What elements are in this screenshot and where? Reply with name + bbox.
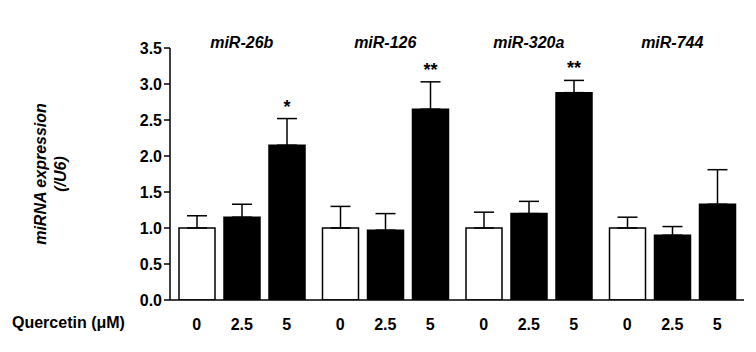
svg-text:2.0: 2.0 xyxy=(140,148,162,165)
svg-text:2.5: 2.5 xyxy=(140,112,162,129)
svg-text:0: 0 xyxy=(479,316,488,333)
svg-text:0.5: 0.5 xyxy=(140,256,162,273)
svg-text:0: 0 xyxy=(623,316,632,333)
svg-text:5: 5 xyxy=(569,316,578,333)
svg-text:2.5: 2.5 xyxy=(518,316,540,333)
svg-text:2.5: 2.5 xyxy=(231,316,253,333)
svg-text:0: 0 xyxy=(336,316,345,333)
svg-text:miR-26b: miR-26b xyxy=(210,34,273,51)
svg-text:miRNA expression(/U6): miRNA expression(/U6) xyxy=(32,103,69,245)
svg-text:1.0: 1.0 xyxy=(140,220,162,237)
svg-text:5: 5 xyxy=(426,316,435,333)
svg-text:0.0: 0.0 xyxy=(140,292,162,309)
svg-text:2.5: 2.5 xyxy=(374,316,396,333)
svg-text:Quercetin (μM): Quercetin (μM) xyxy=(12,314,125,331)
svg-text:3.0: 3.0 xyxy=(140,76,162,93)
svg-text:1.5: 1.5 xyxy=(140,184,162,201)
svg-text:3.5: 3.5 xyxy=(140,40,162,57)
svg-text:**: ** xyxy=(423,60,437,80)
svg-text:miR-126: miR-126 xyxy=(354,34,416,51)
svg-text:miR-744: miR-744 xyxy=(641,34,703,51)
svg-text:**: ** xyxy=(567,58,581,78)
svg-text:0: 0 xyxy=(192,316,201,333)
svg-text:5: 5 xyxy=(282,316,291,333)
svg-text:2.5: 2.5 xyxy=(661,316,683,333)
svg-text:5: 5 xyxy=(713,316,722,333)
svg-text:*: * xyxy=(283,97,290,117)
svg-text:miR-320a: miR-320a xyxy=(493,34,564,51)
